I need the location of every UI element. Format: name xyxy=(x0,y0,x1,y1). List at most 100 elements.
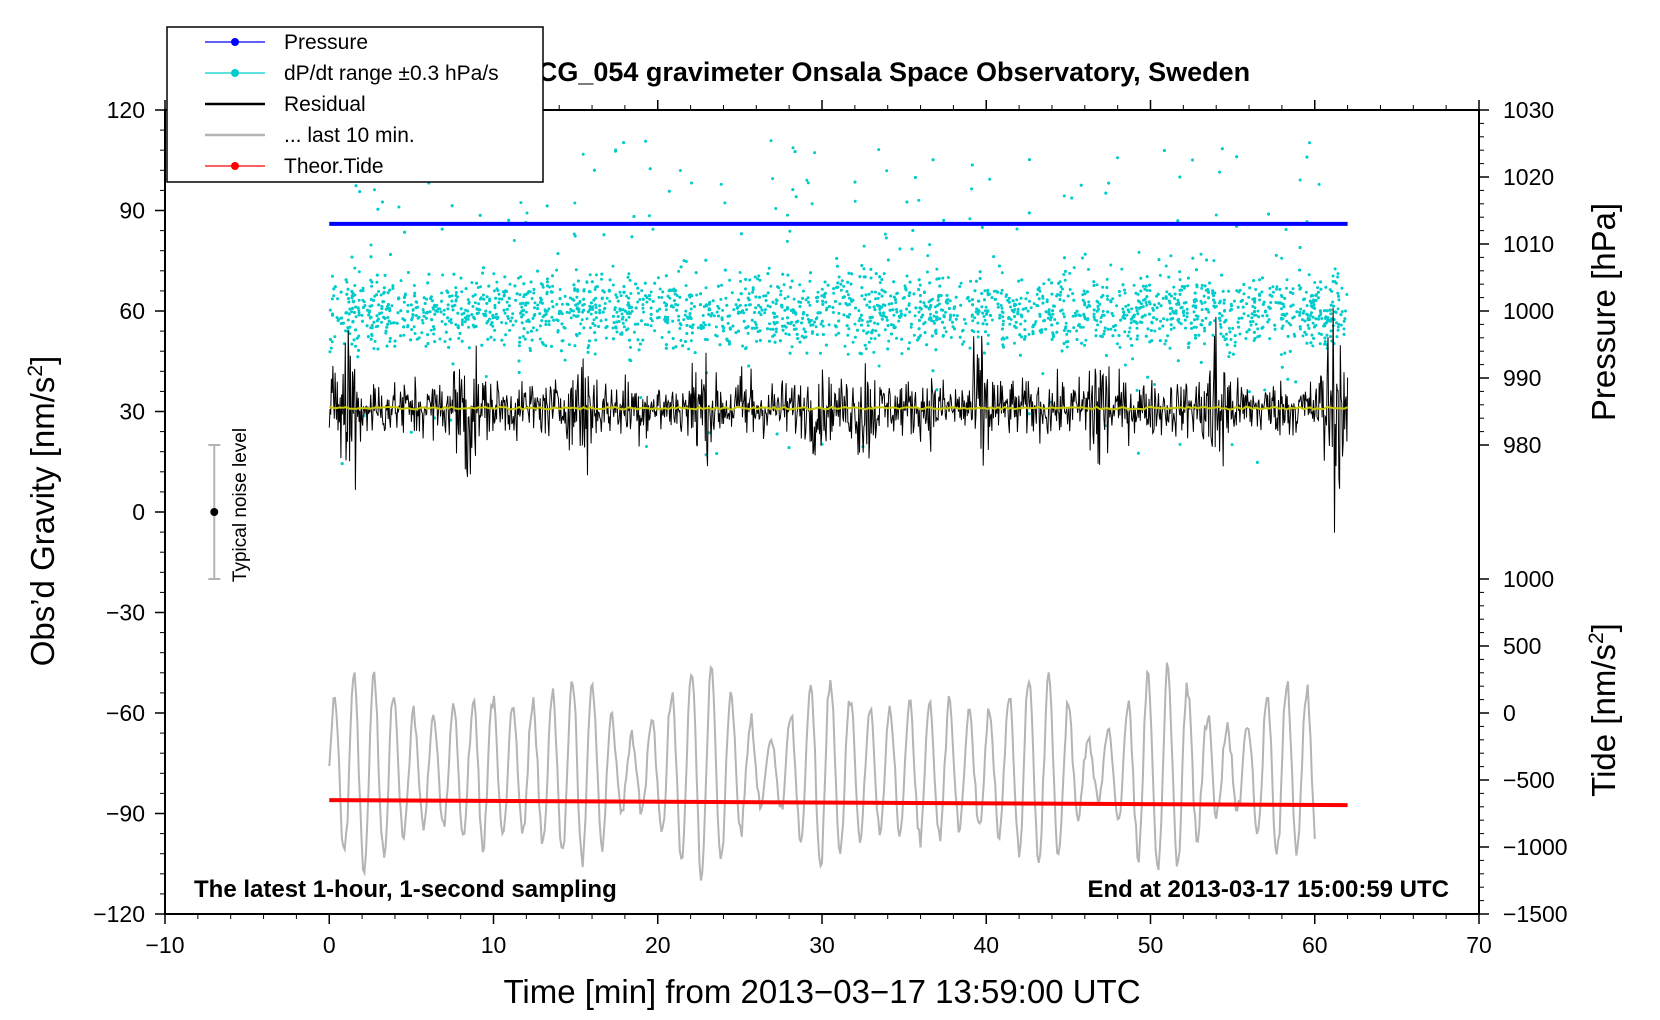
dpdt-point xyxy=(1254,322,1258,326)
dpdt-point xyxy=(863,297,867,301)
dpdt-point xyxy=(935,318,938,322)
dpdt-point xyxy=(887,302,891,306)
dpdt-point xyxy=(869,337,873,340)
dpdt-point xyxy=(572,314,576,317)
dpdt-point xyxy=(473,301,477,305)
dpdt-point xyxy=(1126,308,1130,312)
dpdt-point xyxy=(1285,312,1289,316)
dpdt-point xyxy=(1104,354,1108,357)
dpdt-point xyxy=(555,302,559,306)
dpdt-point xyxy=(824,308,828,312)
dpdt-point xyxy=(883,328,887,332)
dpdt-point xyxy=(860,286,864,290)
dpdt-point xyxy=(1155,306,1159,310)
dpdt-point xyxy=(1328,308,1332,312)
dpdt-point xyxy=(657,315,661,319)
dpdt-point xyxy=(682,259,686,263)
dpdt-point xyxy=(715,334,719,338)
dpdt-point xyxy=(592,298,596,302)
dpdt-point xyxy=(1223,309,1226,313)
dpdt-point xyxy=(1314,317,1318,321)
dpdt-point xyxy=(540,340,544,344)
dpdt-point xyxy=(982,315,986,318)
dpdt-point xyxy=(988,177,992,181)
dpdt-point xyxy=(1035,292,1039,296)
dpdt-point xyxy=(505,307,509,311)
dpdt-point xyxy=(1300,318,1304,322)
dpdt-point xyxy=(768,305,772,309)
dpdt-point xyxy=(1280,326,1284,330)
dpdt-point xyxy=(949,315,952,319)
dpdt-point xyxy=(838,302,842,306)
dpdt-point xyxy=(1042,319,1046,323)
dpdt-point xyxy=(913,176,917,179)
dpdt-point xyxy=(679,323,683,327)
dpdt-point xyxy=(1203,284,1207,288)
dpdt-point xyxy=(644,139,648,143)
dpdt-point xyxy=(970,314,974,318)
dpdt-point xyxy=(1260,326,1264,330)
dpdt-point xyxy=(895,336,898,340)
dpdt-point xyxy=(954,317,958,321)
dpdt-point xyxy=(588,304,592,308)
dpdt-point xyxy=(536,269,540,273)
dpdt-point xyxy=(1185,315,1189,319)
dpdt-point xyxy=(1111,334,1115,338)
dpdt-point xyxy=(1049,318,1052,322)
dpdt-point xyxy=(473,293,477,297)
dpdt-point xyxy=(422,296,426,300)
dpdt-point xyxy=(1281,324,1285,328)
dpdt-point xyxy=(403,230,407,234)
dpdt-point xyxy=(808,279,812,283)
dpdt-point xyxy=(377,290,380,293)
dpdt-point xyxy=(1071,292,1075,296)
dpdt-point xyxy=(674,302,678,306)
dpdt-point xyxy=(1041,294,1045,298)
dpdt-point xyxy=(845,290,849,293)
dpdt-point xyxy=(679,339,683,342)
dpdt-point xyxy=(798,305,802,308)
dpdt-point xyxy=(866,324,870,327)
dpdt-point xyxy=(822,295,826,299)
dpdt-point xyxy=(1092,308,1096,312)
dpdt-point xyxy=(945,293,949,297)
dpdt-point xyxy=(1298,327,1302,331)
dpdt-point xyxy=(850,272,854,276)
dpdt-point xyxy=(664,343,668,347)
dpdt-point xyxy=(905,307,909,311)
dpdt-point xyxy=(393,339,397,343)
dpdt-point xyxy=(438,337,442,341)
dpdt-point xyxy=(472,315,476,319)
dpdt-point xyxy=(784,332,788,336)
dpdt-point xyxy=(835,257,839,260)
dpdt-point xyxy=(753,326,757,330)
dpdt-point xyxy=(592,318,596,322)
dpdt-point xyxy=(624,318,628,322)
dpdt-point xyxy=(1155,317,1159,321)
dpdt-point xyxy=(489,335,493,339)
dpdt-point xyxy=(1136,334,1140,338)
dpdt-point xyxy=(528,349,532,352)
dpdt-point xyxy=(546,277,549,281)
dpdt-point xyxy=(786,213,789,217)
dpdt-point xyxy=(1047,308,1051,312)
dpdt-point xyxy=(376,347,380,351)
dpdt-point xyxy=(1085,290,1089,294)
dpdt-point xyxy=(1242,283,1246,286)
dpdt-point xyxy=(880,288,884,292)
dpdt-point xyxy=(1235,155,1239,159)
dpdt-point xyxy=(588,273,592,277)
dpdt-point xyxy=(366,335,370,339)
dpdt-point xyxy=(1051,333,1055,337)
dpdt-point xyxy=(470,313,474,317)
dpdt-point xyxy=(983,318,987,322)
dpdt-point xyxy=(1266,320,1270,324)
dpdt-point xyxy=(574,303,578,307)
dpdt-point xyxy=(406,310,410,313)
dpdt-point xyxy=(1227,289,1231,293)
dpdt-point xyxy=(709,314,713,318)
dpdt-point xyxy=(837,311,841,315)
dpdt-point xyxy=(983,298,986,302)
dpdt-point xyxy=(900,337,904,341)
dpdt-point xyxy=(1115,342,1119,346)
